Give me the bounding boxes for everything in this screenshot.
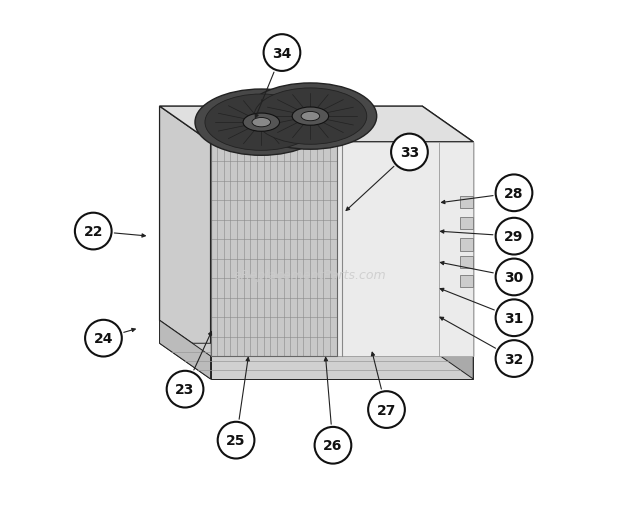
Ellipse shape (205, 95, 317, 151)
Text: 28: 28 (504, 186, 524, 201)
Text: 26: 26 (323, 438, 343, 453)
Ellipse shape (301, 112, 320, 122)
Polygon shape (211, 143, 473, 356)
Polygon shape (461, 275, 473, 288)
Text: 29: 29 (504, 230, 524, 244)
Polygon shape (211, 356, 473, 379)
Circle shape (75, 213, 112, 250)
Circle shape (167, 371, 203, 408)
Circle shape (391, 134, 428, 171)
Text: 27: 27 (377, 403, 396, 417)
Ellipse shape (252, 118, 270, 128)
Polygon shape (159, 107, 473, 143)
Text: 22: 22 (84, 224, 103, 239)
Text: eReplacementParts.com: eReplacementParts.com (234, 268, 386, 281)
Text: 31: 31 (504, 311, 524, 325)
Polygon shape (159, 107, 211, 356)
Ellipse shape (244, 84, 377, 150)
Circle shape (314, 427, 352, 464)
Text: 33: 33 (400, 146, 419, 160)
Circle shape (495, 175, 533, 212)
Text: 34: 34 (272, 46, 291, 61)
Circle shape (264, 35, 300, 72)
Polygon shape (422, 107, 473, 356)
Circle shape (85, 320, 122, 357)
Ellipse shape (243, 114, 280, 132)
Circle shape (495, 218, 533, 255)
Polygon shape (461, 239, 473, 251)
Circle shape (495, 300, 533, 336)
Text: 25: 25 (226, 433, 246, 447)
Text: 23: 23 (175, 382, 195, 397)
Ellipse shape (254, 89, 367, 145)
Polygon shape (422, 321, 473, 379)
Polygon shape (337, 143, 473, 356)
Circle shape (368, 391, 405, 428)
Polygon shape (159, 344, 473, 379)
Polygon shape (159, 107, 422, 321)
Polygon shape (461, 256, 473, 268)
Circle shape (495, 259, 533, 296)
Polygon shape (461, 218, 473, 230)
Text: 24: 24 (94, 331, 113, 346)
Ellipse shape (195, 90, 327, 156)
Polygon shape (211, 143, 337, 356)
Polygon shape (461, 196, 473, 209)
Circle shape (495, 341, 533, 377)
Text: 32: 32 (504, 352, 524, 366)
Circle shape (218, 422, 254, 459)
Polygon shape (159, 321, 211, 379)
Text: 30: 30 (505, 270, 524, 285)
Ellipse shape (292, 108, 329, 126)
